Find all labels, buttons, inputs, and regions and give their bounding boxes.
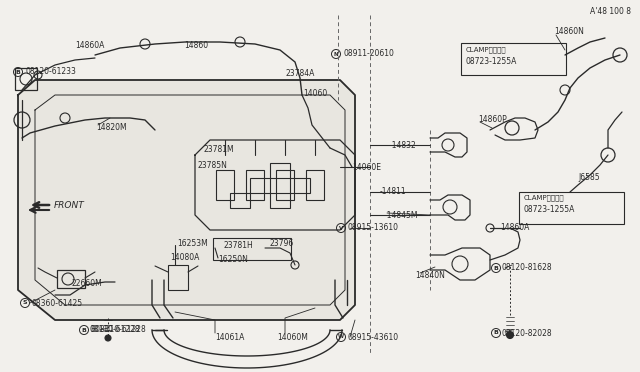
Text: FRONT: FRONT <box>54 201 84 209</box>
Bar <box>57 270 85 288</box>
Text: 08110-61228: 08110-61228 <box>90 326 141 334</box>
Text: 14860: 14860 <box>184 42 208 51</box>
Polygon shape <box>18 80 355 320</box>
Text: 14820M: 14820M <box>96 124 127 132</box>
Bar <box>270 163 290 178</box>
Text: 14860N: 14860N <box>554 28 584 36</box>
Text: 16250N: 16250N <box>218 256 248 264</box>
Text: 14860A: 14860A <box>500 224 529 232</box>
Text: 08723-1255A: 08723-1255A <box>524 205 575 215</box>
Bar <box>15 68 37 90</box>
Text: 08360-61425: 08360-61425 <box>32 298 83 308</box>
Text: B: B <box>493 330 499 336</box>
Bar <box>216 170 234 200</box>
Text: 08120-82028: 08120-82028 <box>502 328 552 337</box>
Bar <box>290 178 310 193</box>
Text: J6585: J6585 <box>578 173 600 182</box>
Text: 08120-81628: 08120-81628 <box>502 263 552 273</box>
Text: 14060: 14060 <box>303 89 327 97</box>
Bar <box>270 193 290 208</box>
Text: N: N <box>333 51 339 57</box>
Bar <box>461 43 566 75</box>
Text: CLAMPクランプ: CLAMPクランプ <box>524 195 564 201</box>
Text: 14061A: 14061A <box>215 333 244 341</box>
Text: 08120-61233: 08120-61233 <box>25 67 76 77</box>
Text: B: B <box>15 70 20 74</box>
Text: -14811: -14811 <box>380 187 406 196</box>
Text: 08915-13610: 08915-13610 <box>348 224 399 232</box>
Circle shape <box>506 331 513 339</box>
Text: 14860P: 14860P <box>478 115 507 125</box>
Text: 14840N: 14840N <box>415 270 445 279</box>
Text: 22660M: 22660M <box>72 279 103 288</box>
Bar <box>230 193 250 208</box>
Text: 08723-1255A: 08723-1255A <box>466 58 517 67</box>
Text: B: B <box>81 327 86 333</box>
Bar <box>276 170 294 200</box>
Text: 16253M: 16253M <box>177 238 208 247</box>
Text: S: S <box>22 301 28 305</box>
Text: CLAMPクランプ: CLAMPクランプ <box>466 47 507 53</box>
Bar <box>213 238 291 260</box>
Text: 23784A: 23784A <box>285 68 314 77</box>
Text: 23781M: 23781M <box>203 145 234 154</box>
Text: 14080A: 14080A <box>170 253 200 262</box>
Text: B08110-61228: B08110-61228 <box>90 326 146 334</box>
Bar <box>519 192 624 224</box>
Text: 14060E: 14060E <box>352 163 381 171</box>
Text: 14060M: 14060M <box>277 333 308 341</box>
Text: -14832: -14832 <box>390 141 417 150</box>
Text: 23785N: 23785N <box>198 160 228 170</box>
Text: B: B <box>493 266 499 270</box>
Text: 23781H: 23781H <box>224 241 253 250</box>
Bar <box>246 170 264 200</box>
Text: 08911-20610: 08911-20610 <box>343 49 394 58</box>
Text: 14860A: 14860A <box>75 42 104 51</box>
Text: 08915-43610: 08915-43610 <box>348 333 399 341</box>
Text: A'48 100 8: A'48 100 8 <box>590 7 631 16</box>
Text: W: W <box>338 334 344 340</box>
Bar <box>306 170 324 200</box>
Circle shape <box>105 335 111 341</box>
Text: 23796: 23796 <box>269 238 293 247</box>
Bar <box>250 178 270 193</box>
Text: -14845M: -14845M <box>385 211 419 219</box>
Bar <box>168 265 188 290</box>
Text: V: V <box>339 225 343 231</box>
